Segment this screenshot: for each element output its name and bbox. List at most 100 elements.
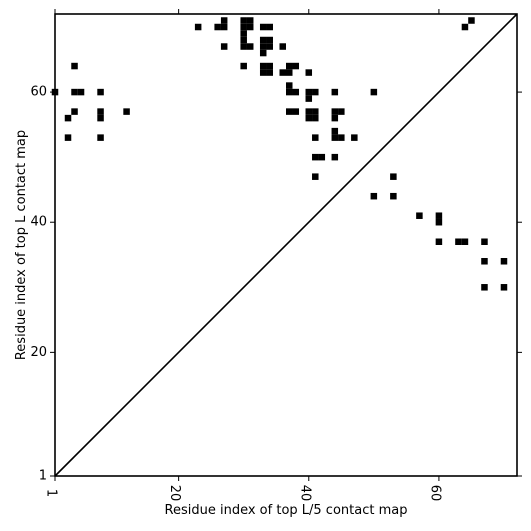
contact-cell <box>338 108 345 115</box>
contact-cell <box>312 114 319 122</box>
contact-cell <box>305 88 313 96</box>
contact-cell <box>292 108 300 115</box>
contact-cell <box>259 69 267 76</box>
contact-cell <box>286 82 293 89</box>
contact-cell <box>259 43 267 50</box>
contact-cell <box>416 212 423 219</box>
contact-cell <box>481 284 488 291</box>
contact-cell <box>305 69 313 76</box>
contact-cell <box>97 88 104 96</box>
contact-cell <box>461 23 469 31</box>
contact-cell <box>246 43 254 50</box>
x-tick-label: 60 <box>427 485 442 502</box>
contact-cell <box>286 62 293 70</box>
contact-cell <box>214 23 221 31</box>
contact-cell <box>305 95 313 102</box>
contact-cell <box>240 43 247 50</box>
contact-cell <box>305 108 313 115</box>
x-tick-label: 20 <box>167 485 182 502</box>
contact-cell <box>259 49 267 57</box>
contact-cell <box>77 88 85 96</box>
contact-cell <box>461 238 469 245</box>
diagonal-line <box>54 13 518 477</box>
contact-cell <box>481 238 488 245</box>
contact-cell <box>312 173 319 180</box>
contact-cell <box>64 134 72 141</box>
contact-cell <box>468 17 475 24</box>
contact-cell <box>266 43 273 50</box>
contact-cell <box>455 238 462 245</box>
y-tick-label: 40 <box>30 215 47 230</box>
x-axis-label: Residue index of top L/5 contact map <box>165 503 408 518</box>
contact-cell <box>318 153 326 161</box>
contact-cell <box>435 218 443 226</box>
contact-cell <box>370 192 378 200</box>
contact-cell <box>240 62 247 70</box>
contact-cell <box>338 134 345 141</box>
y-axis-ticks: 1 20 40 60 <box>30 85 522 484</box>
contact-cell <box>312 153 319 161</box>
contact-cell <box>370 88 378 96</box>
contact-cell <box>97 134 104 141</box>
contact-cell <box>331 114 339 122</box>
contact-cell <box>500 284 508 291</box>
contact-cell <box>500 258 508 265</box>
contact-cell <box>220 17 228 24</box>
contact-cell <box>240 36 247 44</box>
contact-cell <box>312 134 319 141</box>
contact-cell <box>390 192 397 200</box>
contact-cells <box>51 17 508 291</box>
contact-cell <box>259 23 267 31</box>
contact-cell <box>312 88 319 96</box>
contact-cell <box>266 23 273 31</box>
x-tick-label: 1 <box>44 489 59 497</box>
contact-cell <box>266 69 273 76</box>
contact-cell <box>331 134 339 141</box>
contact-cell <box>240 30 247 37</box>
contact-cell <box>312 108 319 115</box>
contact-cell <box>279 69 286 76</box>
contact-cell <box>266 62 273 70</box>
contact-cell <box>240 17 247 24</box>
contact-cell <box>123 108 130 115</box>
contact-cell <box>351 134 358 141</box>
y-axis-label: Residue index of top L contact map <box>14 130 29 360</box>
contact-cell <box>390 173 397 180</box>
contact-cell <box>286 108 293 115</box>
contact-cell <box>194 23 202 31</box>
y-tick-label: 20 <box>30 345 47 360</box>
contact-cell <box>266 36 273 44</box>
contact-cell <box>331 127 339 135</box>
contact-cell <box>71 62 78 70</box>
contact-cell <box>71 108 78 115</box>
x-axis-ticks: 1 20 40 60 <box>44 9 442 502</box>
contact-cell <box>97 108 104 115</box>
contact-cell <box>259 36 267 44</box>
contact-cell <box>481 258 488 265</box>
plot-frame <box>54 13 518 477</box>
contact-cell <box>292 88 300 96</box>
contact-cell <box>220 43 228 50</box>
contact-cell <box>97 114 104 122</box>
contact-cell <box>220 23 228 31</box>
contact-cell <box>435 212 443 219</box>
contact-cell <box>286 69 293 76</box>
contact-cell <box>286 88 293 96</box>
contact-cell <box>71 88 78 96</box>
contact-cell <box>331 153 339 161</box>
x-tick-label: 40 <box>297 485 312 502</box>
contact-cell <box>435 238 443 245</box>
contact-cell <box>64 114 72 122</box>
contact-cell <box>292 62 300 70</box>
contact-cell <box>246 23 254 31</box>
y-tick-label: 60 <box>30 85 47 100</box>
contact-cell <box>331 108 339 115</box>
contact-cell <box>246 17 254 24</box>
contact-cell <box>259 62 267 70</box>
contact-cell <box>305 114 313 122</box>
y-tick-label: 1 <box>39 469 47 484</box>
contact-cell <box>240 23 247 31</box>
contact-cell <box>331 88 339 96</box>
contact-cell <box>279 43 286 50</box>
